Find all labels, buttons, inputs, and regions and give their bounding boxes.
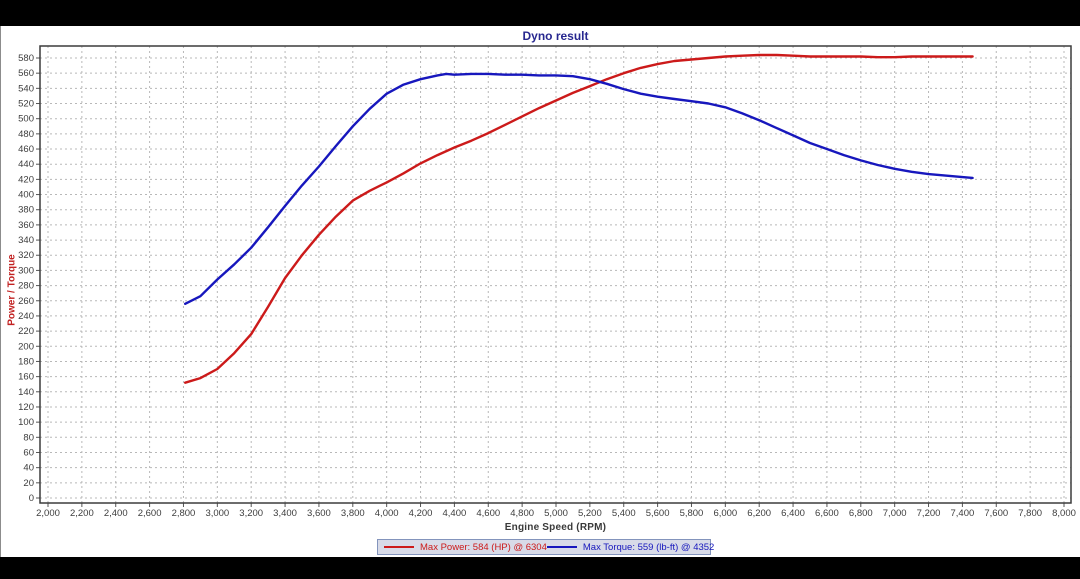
x-tick-label: 7,000 xyxy=(883,508,907,519)
legend-label-power: Max Power: 584 (HP) @ 6304 xyxy=(420,541,547,553)
x-tick-label: 4,200 xyxy=(409,508,433,519)
y-tick-label: 480 xyxy=(18,129,34,140)
y-tick-label: 360 xyxy=(18,220,34,231)
x-tick-label: 5,000 xyxy=(544,508,568,519)
y-tick-label: 220 xyxy=(18,326,34,337)
y-tick-label: 340 xyxy=(18,235,34,246)
x-tick-label: 7,200 xyxy=(917,508,941,519)
x-tick-label: 6,000 xyxy=(713,508,737,519)
x-tick-label: 2,000 xyxy=(36,508,60,519)
y-tick-label: 380 xyxy=(18,205,34,216)
y-tick-label: 80 xyxy=(23,432,34,443)
chart-panel: Dyno result 2,000 2,200 2,400 2,600 2,800 3,0… xyxy=(0,26,1080,557)
x-tick-label: 7,400 xyxy=(951,508,975,519)
legend: Max Power: 584 (HP) @ 6304 Max Torque: 5… xyxy=(377,539,715,555)
x-tick-label: 3,600 xyxy=(307,508,331,519)
x-tick-label: 6,800 xyxy=(849,508,873,519)
y-tick-label: 140 xyxy=(18,387,34,398)
legend-label-torque: Max Torque: 559 (lb-ft) @ 4352 xyxy=(582,541,715,553)
legend-item-power: Max Power: 584 (HP) @ 6304 xyxy=(384,542,547,553)
y-tick-label: 0 xyxy=(29,493,34,504)
x-tick-label: 4,000 xyxy=(375,508,399,519)
x-tick-label: 7,600 xyxy=(984,508,1008,519)
x-tick-label: 3,400 xyxy=(273,508,297,519)
x-tick-label: 4,800 xyxy=(510,508,534,519)
y-tick-label: 460 xyxy=(18,144,34,155)
y-tick-label: 520 xyxy=(18,99,34,110)
x-tick-label: 2,800 xyxy=(172,508,196,519)
y-tick-label: 420 xyxy=(18,174,34,185)
y-tick-label: 260 xyxy=(18,296,34,307)
x-tick-label: 8,000 xyxy=(1052,508,1076,519)
power-line-swatch xyxy=(384,546,414,548)
y-tick-label: 240 xyxy=(18,311,34,322)
power-curve xyxy=(183,53,974,384)
torque-curve xyxy=(183,72,974,305)
x-tick-label: 3,000 xyxy=(205,508,229,519)
x-tick-label: 6,600 xyxy=(815,508,839,519)
chart-title: Dyno result xyxy=(522,29,589,43)
x-tick-label: 7,800 xyxy=(1018,508,1042,519)
torque-line-swatch xyxy=(546,546,577,548)
x-tick-label: 5,400 xyxy=(612,508,636,519)
dyno-plot-area: 2,000 2,200 2,400 2,600 2,800 3,000 3,200 3,400… xyxy=(18,45,1076,519)
y-tick-label: 320 xyxy=(18,250,34,261)
y-tick-label: 20 xyxy=(23,478,34,489)
y-tick-label: 100 xyxy=(18,417,34,428)
x-tick-label: 3,200 xyxy=(239,508,263,519)
y-tick-label: 60 xyxy=(23,447,34,458)
y-tick-label: 400 xyxy=(18,190,34,201)
x-tick-label: 5,800 xyxy=(680,508,704,519)
y-tick-label: 300 xyxy=(18,265,34,276)
x-tick-label: 3,800 xyxy=(341,508,365,519)
x-tick-label: 2,200 xyxy=(70,508,94,519)
y-tick-label: 200 xyxy=(18,341,34,352)
x-tick-label: 4,600 xyxy=(476,508,500,519)
legend-item-torque: Max Torque: 559 (lb-ft) @ 4352 xyxy=(546,541,715,553)
y-tick-label: 560 xyxy=(18,68,34,79)
x-axis-title: Engine Speed (RPM) xyxy=(504,522,607,533)
x-tick-label: 2,600 xyxy=(138,508,162,519)
y-tick-label: 540 xyxy=(18,83,34,94)
y-tick-label: 120 xyxy=(18,402,34,413)
x-tick-label: 6,200 xyxy=(747,508,771,519)
x-tick-label: 5,200 xyxy=(578,508,602,519)
x-tick-label: 2,400 xyxy=(104,508,128,519)
y-tick-label: 40 xyxy=(23,463,34,474)
x-tick-label: 4,400 xyxy=(443,508,467,519)
y-tick-label: 440 xyxy=(18,159,34,170)
y-tick-label: 580 xyxy=(18,53,34,64)
y-tick-label: 180 xyxy=(18,356,34,367)
y-tick-label: 500 xyxy=(18,114,34,125)
y-tick-label: 280 xyxy=(18,281,34,292)
x-tick-label: 6,400 xyxy=(781,508,805,519)
y-tick-label: 160 xyxy=(18,372,34,383)
x-tick-label: 5,600 xyxy=(646,508,670,519)
y-axis-title: Power / Torque xyxy=(6,254,18,326)
